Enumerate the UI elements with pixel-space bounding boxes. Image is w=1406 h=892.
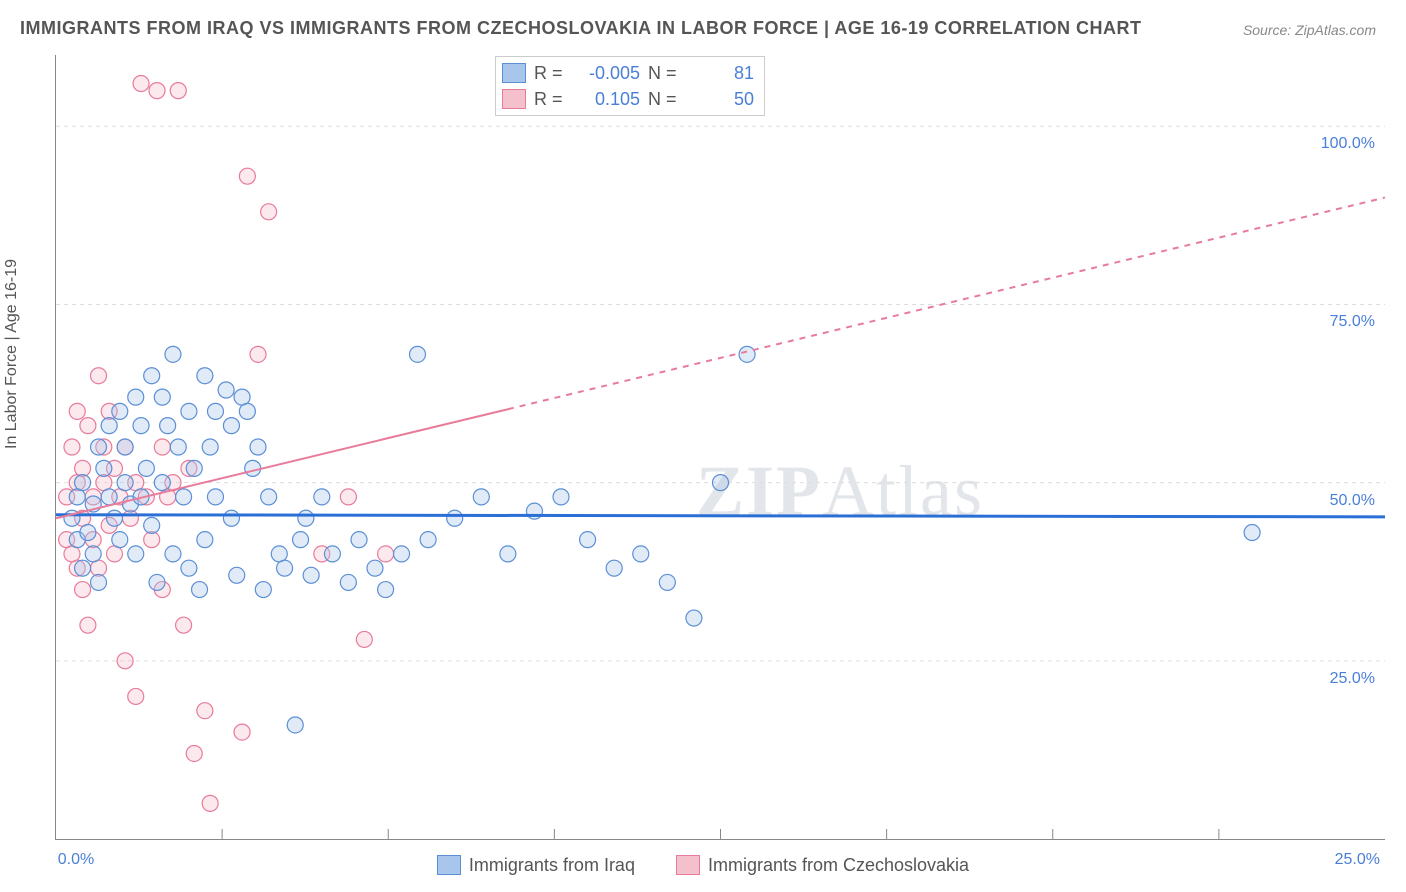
stats-r-label-1: R =	[534, 89, 572, 110]
stats-n-label-0: N =	[648, 63, 686, 84]
y-tick-label: 50.0%	[1330, 492, 1375, 510]
stats-row-1: R = 0.105 N = 50	[502, 86, 754, 112]
bottom-legend: Immigrants from Iraq Immigrants from Cze…	[0, 855, 1406, 881]
stats-n-label-1: N =	[648, 89, 686, 110]
legend-bottom-square-1	[676, 855, 700, 875]
legend-bottom-square-0	[437, 855, 461, 875]
y-tick-label: 25.0%	[1330, 670, 1375, 688]
plot-svg	[56, 55, 1385, 839]
stats-box: R = -0.005 N = 81 R = 0.105 N = 50	[495, 56, 765, 116]
legend-item-0: Immigrants from Iraq	[437, 855, 635, 876]
source-label: Source: ZipAtlas.com	[1243, 22, 1376, 38]
stats-r-value-0: -0.005	[580, 63, 640, 84]
legend-item-1: Immigrants from Czechoslovakia	[676, 855, 969, 876]
stats-r-value-1: 0.105	[580, 89, 640, 110]
stats-n-value-1: 50	[694, 89, 754, 110]
legend-square-0	[502, 63, 526, 83]
y-tick-label: 75.0%	[1330, 313, 1375, 331]
stats-n-value-0: 81	[694, 63, 754, 84]
y-tick-label: 100.0%	[1321, 135, 1375, 153]
legend-square-1	[502, 89, 526, 109]
y-axis-label: In Labor Force | Age 16-19	[3, 259, 21, 449]
stats-row-0: R = -0.005 N = 81	[502, 60, 754, 86]
legend-bottom-label-0: Immigrants from Iraq	[469, 855, 635, 876]
stats-r-label-0: R =	[534, 63, 572, 84]
legend-bottom-label-1: Immigrants from Czechoslovakia	[708, 855, 969, 876]
chart-title: IMMIGRANTS FROM IRAQ VS IMMIGRANTS FROM …	[20, 18, 1142, 39]
plot-area: ZIPAtlas 25.0%50.0%75.0%100.0%0.0%25.0%	[55, 55, 1385, 840]
